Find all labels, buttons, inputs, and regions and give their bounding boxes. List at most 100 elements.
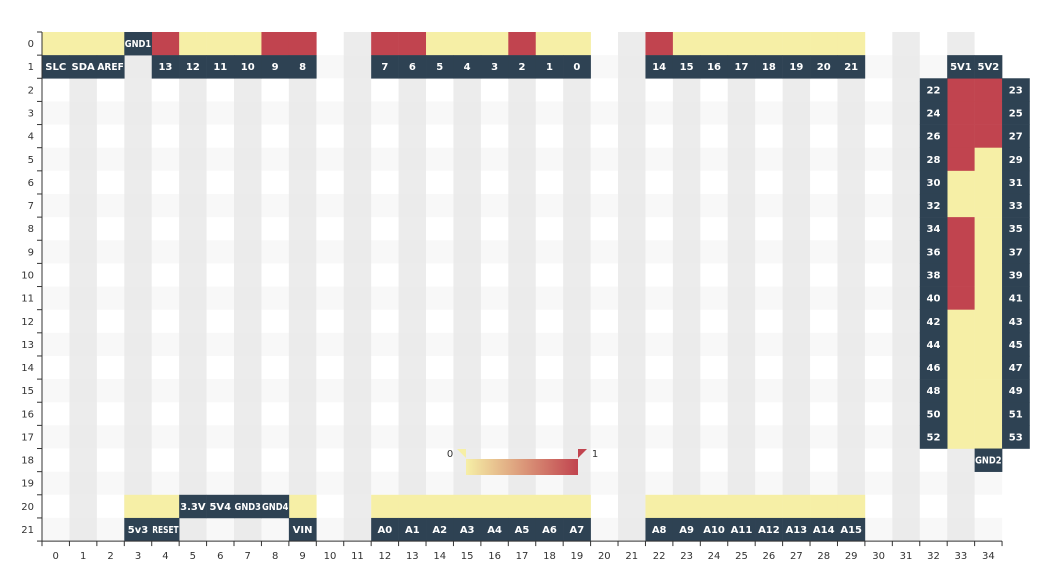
pin-label[interactable]: 39 [1002,263,1030,287]
pin-label[interactable]: A13 [782,517,811,542]
heatmap-cell[interactable] [727,32,756,56]
pin-label[interactable]: RESET [151,517,180,542]
heatmap-cell[interactable] [974,147,1003,172]
pin-label[interactable]: 19 [782,55,811,79]
pin-label[interactable]: A3 [453,517,482,542]
heatmap-cell[interactable] [206,32,235,56]
pin-label[interactable]: 48 [919,379,948,403]
heatmap-cell[interactable] [755,494,783,519]
pin-label[interactable]: 5V1 [947,55,975,79]
pin-label[interactable]: 3.3V [179,494,207,519]
pin-label[interactable]: 20 [810,55,838,79]
heatmap-cell[interactable] [947,425,975,449]
pin-label[interactable]: 51 [1002,402,1030,426]
heatmap-cell[interactable] [261,32,290,56]
pin-label[interactable]: 50 [919,402,948,426]
heatmap-cell[interactable] [837,32,866,56]
pin-label[interactable]: A7 [563,517,591,542]
heatmap-cell[interactable] [426,32,454,56]
heatmap-cell[interactable] [947,240,975,264]
heatmap-cell[interactable] [535,494,564,519]
pin-label[interactable]: A14 [810,517,838,542]
heatmap-cell[interactable] [947,286,975,310]
pin-label[interactable]: 37 [1002,240,1030,264]
heatmap-cell[interactable] [947,217,975,241]
pin-label[interactable]: 0 [563,55,591,79]
pin-label[interactable]: 36 [919,240,948,264]
heatmap-cell[interactable] [700,494,729,519]
pin-label[interactable]: 28 [919,147,948,172]
heatmap-cell[interactable] [96,32,125,56]
visual-map-min-handle[interactable] [457,449,466,458]
pin-label[interactable]: 42 [919,309,948,334]
pin-label[interactable]: A4 [480,517,509,542]
pin-label[interactable]: 14 [645,55,674,79]
pin-label[interactable]: 2 [508,55,537,79]
pin-label[interactable]: 26 [919,124,948,148]
pin-label[interactable]: A12 [755,517,783,542]
heatmap-cell[interactable] [837,494,866,519]
pin-label[interactable]: GND1 [124,32,153,56]
pin-label[interactable]: A2 [426,517,454,542]
heatmap-cell[interactable] [974,217,1003,241]
pin-label[interactable]: SLC [42,55,70,79]
pin-label[interactable]: 29 [1002,147,1030,172]
heatmap-cell[interactable] [42,32,70,56]
heatmap-cell[interactable] [947,402,975,426]
heatmap-cell[interactable] [563,32,591,56]
heatmap-cell[interactable] [974,124,1003,148]
pin-label[interactable]: GND2 [974,448,1003,472]
pin-label[interactable]: 49 [1002,379,1030,403]
pin-label[interactable]: 30 [919,170,948,195]
heatmap-cell[interactable] [947,355,975,380]
pin-label[interactable]: 41 [1002,286,1030,310]
heatmap-cell[interactable] [234,32,262,56]
heatmap-cell[interactable] [398,32,427,56]
pin-label[interactable]: 17 [727,55,756,79]
pin-label[interactable]: 34 [919,217,948,241]
heatmap-cell[interactable] [179,32,207,56]
pin-label[interactable]: 8 [288,55,317,79]
pin-label[interactable]: 31 [1002,170,1030,195]
heatmap-cell[interactable] [947,332,975,357]
heatmap-cell[interactable] [508,32,537,56]
pin-label[interactable]: 44 [919,332,948,357]
heatmap-cell[interactable] [151,32,180,56]
pin-label[interactable]: A11 [727,517,756,542]
heatmap-cell[interactable] [508,494,537,519]
pin-label[interactable]: 5V4 [206,494,235,519]
heatmap-cell[interactable] [947,147,975,172]
pin-label[interactable]: 35 [1002,217,1030,241]
pin-label[interactable]: GND3 [234,494,262,519]
heatmap-cell[interactable] [974,425,1003,449]
pin-label[interactable]: 12 [179,55,207,79]
pin-label[interactable]: 4 [453,55,482,79]
heatmap-cell[interactable] [974,170,1003,195]
pin-label[interactable]: 13 [151,55,180,79]
heatmap-cell[interactable] [398,494,427,519]
pin-label[interactable]: 43 [1002,309,1030,334]
heatmap-cell[interactable] [947,170,975,195]
pin-label[interactable]: A10 [700,517,729,542]
heatmap-cell[interactable] [453,494,482,519]
heatmap-cell[interactable] [974,78,1003,102]
heatmap-cell[interactable] [974,355,1003,380]
heatmap-cell[interactable] [974,263,1003,287]
pin-label[interactable]: 52 [919,425,948,449]
pin-label[interactable]: 46 [919,355,948,380]
heatmap-cell[interactable] [69,32,98,56]
heatmap-cell[interactable] [810,494,838,519]
pin-label[interactable]: 15 [672,55,701,79]
pin-label[interactable]: 1 [535,55,564,79]
pin-label[interactable]: 6 [398,55,427,79]
heatmap-cell[interactable] [947,193,975,218]
pin-label[interactable]: GND4 [261,494,290,519]
pin-label[interactable]: 9 [261,55,290,79]
heatmap-cell[interactable] [426,494,454,519]
heatmap-cell[interactable] [974,379,1003,403]
pin-label[interactable]: A8 [645,517,674,542]
pin-label[interactable]: 21 [837,55,866,79]
pin-label[interactable]: 25 [1002,101,1030,125]
heatmap-cell[interactable] [947,124,975,148]
heatmap-cell[interactable] [288,32,317,56]
